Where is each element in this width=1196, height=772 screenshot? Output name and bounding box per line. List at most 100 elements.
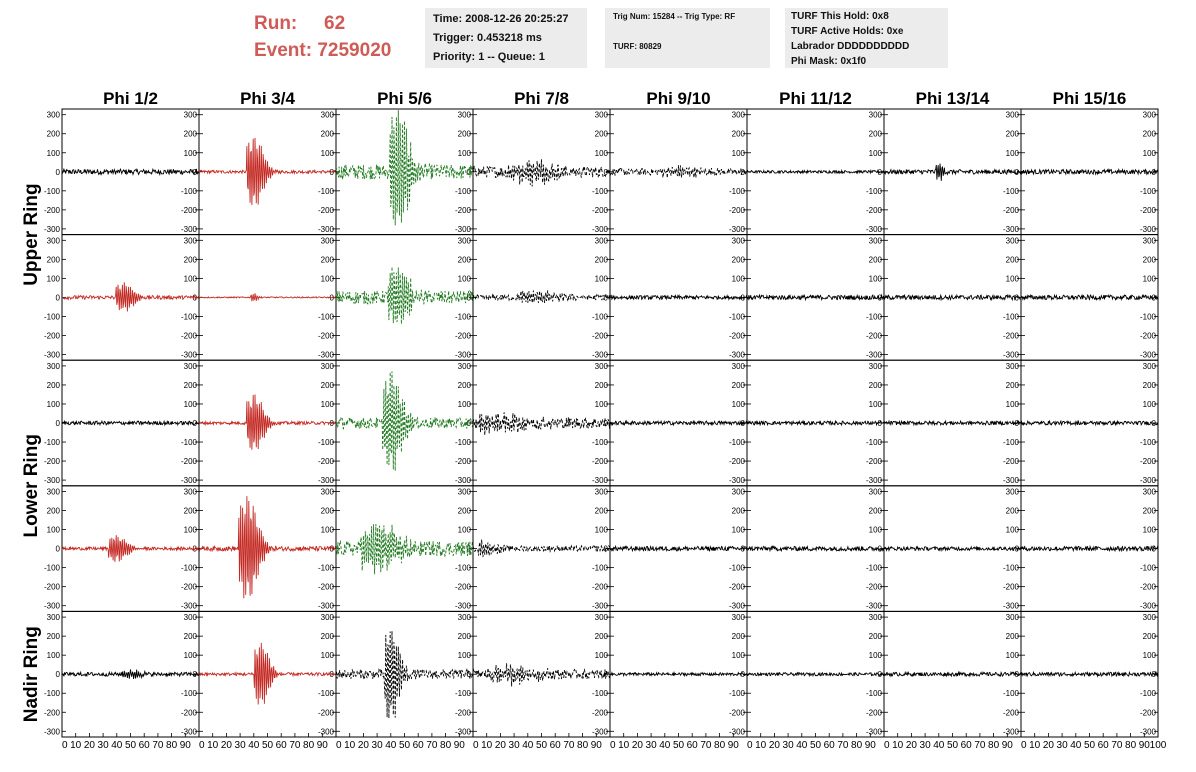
x-tick-label: 20 xyxy=(221,740,233,751)
x-tick-label: 20 xyxy=(769,740,781,751)
y-tick-label: 300 xyxy=(869,613,883,622)
y-tick-label: 100 xyxy=(1006,274,1020,283)
waveform-trace xyxy=(746,544,885,553)
y-tick-label: 200 xyxy=(869,255,883,264)
y-tick-label: -100 xyxy=(181,564,198,573)
waveform-trace xyxy=(198,496,337,599)
x-tick-label: 30 xyxy=(372,740,384,751)
y-tick-label: 100 xyxy=(184,400,198,409)
y-tick-label: -200 xyxy=(181,583,198,592)
y-tick-label: -300 xyxy=(592,476,609,485)
y-tick-label: 100 xyxy=(458,526,472,535)
column-title: Phi 15/16 xyxy=(1053,89,1127,108)
y-tick-label: 100 xyxy=(595,274,609,283)
waveform-trace xyxy=(472,663,611,687)
y-tick-label: 100 xyxy=(1143,526,1157,535)
waveform-trace xyxy=(746,671,885,678)
waveform-trace xyxy=(883,293,1022,302)
column-title: Phi 1/2 xyxy=(103,89,158,108)
y-tick-label: 300 xyxy=(458,362,472,371)
y-tick-label: -200 xyxy=(592,206,609,215)
y-tick-label: 100 xyxy=(184,526,198,535)
waveform-trace xyxy=(610,293,748,301)
x-tick-label: 80 xyxy=(303,740,315,751)
y-tick-label: 0 xyxy=(467,168,472,177)
y-tick-label: -300 xyxy=(1003,225,1020,234)
x-tick-label: 0 xyxy=(610,740,616,751)
y-tick-label: 100 xyxy=(1006,149,1020,158)
y-tick-label: 0 xyxy=(604,545,609,554)
y-tick-label: 100 xyxy=(1143,651,1157,660)
y-tick-label: 100 xyxy=(458,400,472,409)
y-tick-label: 0 xyxy=(878,419,883,428)
y-tick-label: -300 xyxy=(866,476,883,485)
y-tick-label: -300 xyxy=(318,350,335,359)
y-tick-label: -300 xyxy=(729,476,746,485)
y-tick-label: -300 xyxy=(181,350,198,359)
y-tick-label: -300 xyxy=(729,350,746,359)
trig-info-box: Trig Num: 15284 -- Trig Type: RF TURF: 8… xyxy=(605,8,770,68)
y-tick-label: -100 xyxy=(866,438,883,447)
y-tick-label: -200 xyxy=(592,457,609,466)
y-tick-label: 300 xyxy=(321,613,335,622)
y-tick-label: 200 xyxy=(732,381,746,390)
y-tick-label: 200 xyxy=(184,632,198,641)
y-tick-label: -200 xyxy=(729,331,746,340)
y-tick-label: 0 xyxy=(741,168,746,177)
turf-text: TURF: 80829 xyxy=(613,42,662,51)
x-tick-label: 0 xyxy=(199,740,205,751)
y-tick-label: 300 xyxy=(458,613,472,622)
y-tick-label: -300 xyxy=(318,476,335,485)
y-tick-label: -200 xyxy=(1140,708,1157,717)
y-tick-label: 300 xyxy=(321,362,335,371)
x-tick-label: 40 xyxy=(248,740,260,751)
y-tick-label: -100 xyxy=(44,564,61,573)
y-tick-label: -300 xyxy=(44,727,61,736)
y-tick-label: -100 xyxy=(866,187,883,196)
x-tick-label: 90 xyxy=(1139,740,1151,751)
y-tick-label: 100 xyxy=(321,526,335,535)
x-tick-label: 10 xyxy=(1029,740,1041,751)
y-tick-label: -100 xyxy=(592,438,609,447)
x-tick-label: 60 xyxy=(824,740,836,751)
y-tick-label: 100 xyxy=(1006,400,1020,409)
y-tick-label: 200 xyxy=(47,255,61,264)
y-tick-label: 200 xyxy=(458,130,472,139)
y-tick-label: 0 xyxy=(604,670,609,679)
waveform-trace xyxy=(746,293,885,302)
y-tick-label: 200 xyxy=(869,381,883,390)
turf-info-box: TURF This Hold: 0x8 TURF Active Holds: 0… xyxy=(785,8,948,68)
waveform-trace xyxy=(1020,293,1159,302)
x-tick-label: 30 xyxy=(646,740,658,751)
y-tick-label: 100 xyxy=(595,400,609,409)
y-tick-label: 200 xyxy=(321,381,335,390)
x-tick-label: 70 xyxy=(289,740,301,751)
y-tick-label: -200 xyxy=(181,708,198,717)
x-tick-label: 20 xyxy=(495,740,507,751)
y-tick-label: -100 xyxy=(44,312,61,321)
x-tick-label: 0 xyxy=(1021,740,1027,751)
x-tick-label: 70 xyxy=(700,740,712,751)
y-tick-label: 300 xyxy=(1006,488,1020,497)
priority-text: Priority: 1 -- Queue: 1 xyxy=(433,51,545,63)
y-tick-label: -100 xyxy=(181,438,198,447)
x-tick-label: 10 xyxy=(207,740,219,751)
panel-frame xyxy=(472,485,611,612)
waveform-trace xyxy=(198,293,337,302)
x-tick-label: 0 xyxy=(336,740,342,751)
y-tick-label: 200 xyxy=(595,130,609,139)
x-tick-label: 90 xyxy=(454,740,466,751)
y-tick-label: 300 xyxy=(595,362,609,371)
y-tick-label: -300 xyxy=(455,727,472,736)
y-tick-label: 300 xyxy=(869,236,883,245)
y-tick-label: 200 xyxy=(1143,255,1157,264)
waveform-trace xyxy=(335,110,474,226)
waveform-trace xyxy=(472,290,611,304)
y-tick-label: -200 xyxy=(181,206,198,215)
x-tick-label: 80 xyxy=(1125,740,1137,751)
y-tick-label: 200 xyxy=(1143,130,1157,139)
turf-hold-text: TURF This Hold: 0x8 xyxy=(791,11,889,22)
y-tick-label: -100 xyxy=(592,689,609,698)
y-tick-label: 200 xyxy=(1006,381,1020,390)
y-tick-label: -300 xyxy=(181,602,198,611)
